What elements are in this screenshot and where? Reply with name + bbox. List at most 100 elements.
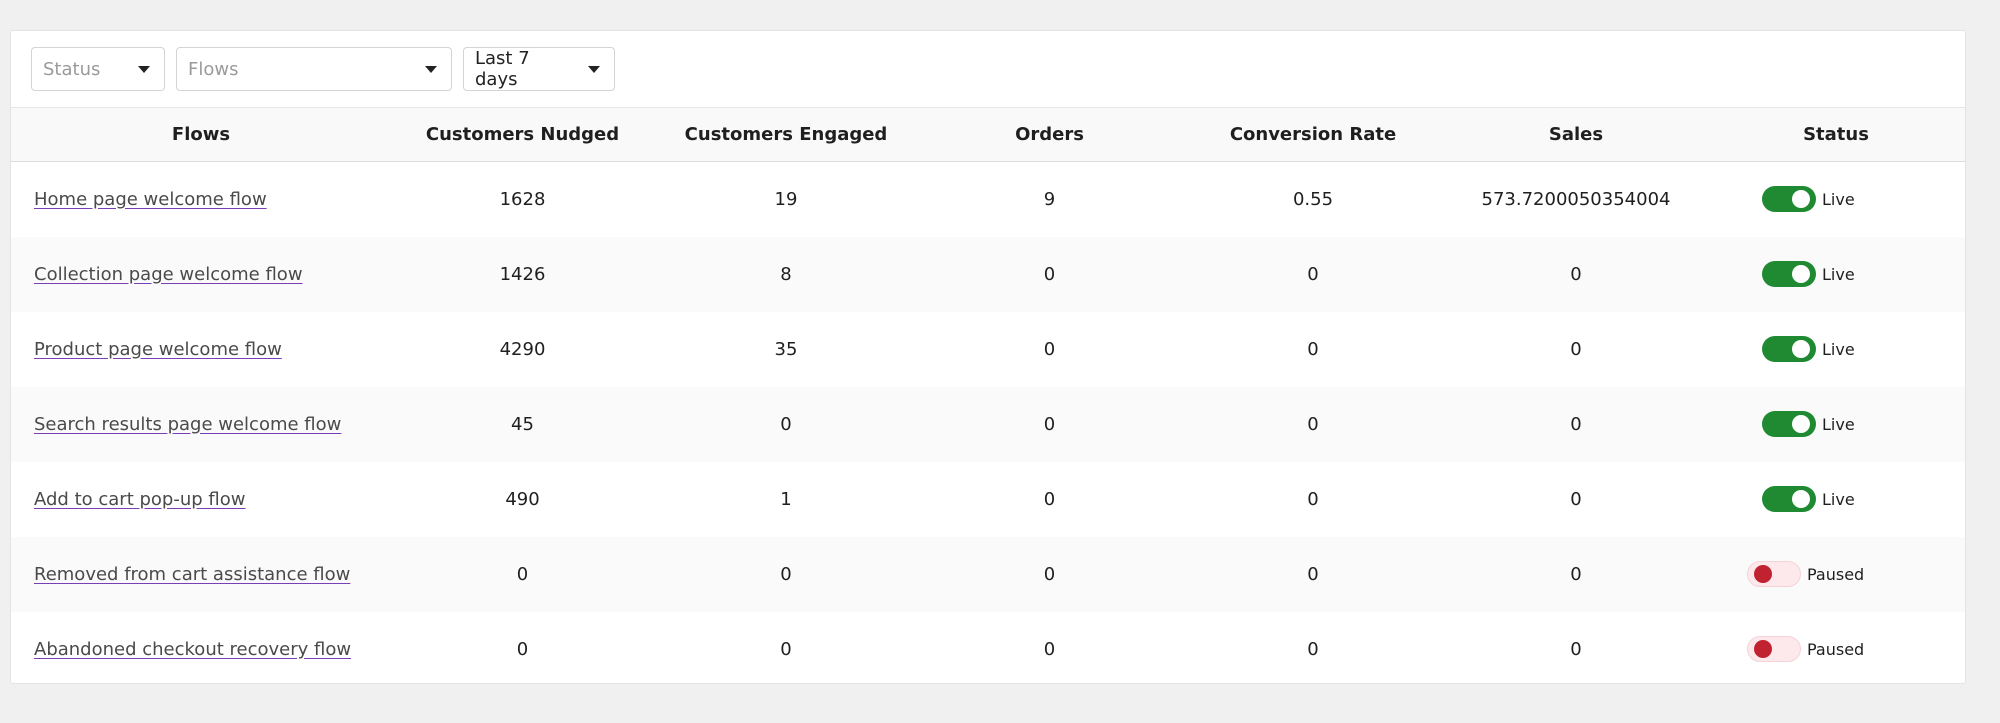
table-row: Abandoned checkout recovery flow 0 0 0 0 0 Pau… [11, 612, 1965, 687]
conversion-rate-cell: 0 [1307, 263, 1319, 285]
flow-link[interactable]: Search results page welcome flow [34, 413, 342, 435]
customers-engaged-cell: 35 [774, 338, 798, 360]
flow-link[interactable]: Home page welcome flow [34, 188, 267, 210]
status-toggle[interactable] [1762, 186, 1816, 213]
status-cell: Paused [1707, 612, 1965, 687]
status-control: Live [1707, 261, 1965, 287]
status-control: Live [1707, 411, 1965, 437]
status-cell: Paused [1707, 537, 1965, 612]
date-range-value: Last 7 days [475, 48, 530, 90]
conversion-rate-cell: 0 [1307, 338, 1319, 360]
orders-cell: 0 [1043, 563, 1056, 585]
flows-filter-select[interactable]: Flows [176, 47, 452, 91]
sales-cell: 0 [1570, 413, 1582, 435]
table-header: Flows Customers Nudged Customers Engaged Or… [11, 107, 1965, 162]
status-label: Live [1822, 489, 1855, 509]
conversion-rate-cell: 0 [1307, 638, 1319, 660]
customers-nudged-cell: 1426 [499, 263, 546, 285]
customers-nudged-cell: 490 [505, 488, 540, 510]
status-label: Paused [1807, 639, 1865, 659]
header-orders: Orders [1015, 124, 1084, 145]
sales-cell: 0 [1570, 338, 1582, 360]
date-range-select[interactable]: Last 7 days [463, 47, 615, 91]
customers-engaged-cell: 0 [780, 563, 792, 585]
flow-link[interactable]: Product page welcome flow [34, 338, 282, 360]
status-cell: Live [1707, 162, 1965, 237]
status-toggle[interactable] [1762, 336, 1816, 362]
header-row: Flows Customers Nudged Customers Engaged Or… [11, 107, 1965, 162]
status-cell: Live [1707, 462, 1965, 537]
table-body: Home page welcome flow 1628 19 9 0.55 573.720… [11, 162, 1965, 687]
header-customers-engaged: Customers Engaged [684, 124, 888, 145]
header-conversion-rate: Conversion Rate [1229, 124, 1397, 145]
caret-down-icon [138, 65, 150, 73]
flow-name-cell: Product page welcome flow [11, 312, 391, 387]
flow-name-cell: Removed from cart assistance flow [11, 537, 391, 612]
caret-down-icon [425, 65, 437, 73]
caret-down-icon [588, 65, 600, 73]
customers-nudged-cell: 0 [516, 638, 529, 660]
header-status: Status [1803, 124, 1869, 145]
flows-filter-value: Flows [188, 58, 239, 80]
toggle-knob [1792, 490, 1810, 508]
toggle-knob [1792, 265, 1810, 283]
header-customers-nudged: Customers Nudged [425, 124, 620, 145]
flow-name-cell: Collection page welcome flow [11, 237, 391, 312]
sales-cell: 0 [1570, 263, 1582, 285]
table-row: Home page welcome flow 1628 19 9 0.55 573.720… [11, 162, 1965, 237]
flow-link[interactable]: Removed from cart assistance flow [34, 563, 351, 585]
status-cell: Live [1707, 237, 1965, 312]
toggle-knob [1754, 565, 1772, 583]
customers-nudged-cell: 1628 [499, 188, 546, 210]
status-toggle[interactable] [1762, 486, 1816, 512]
status-label: Live [1822, 264, 1855, 284]
filter-bar: Status Flows Last 7 days [31, 47, 615, 91]
status-filter-select[interactable]: Status [31, 47, 165, 91]
orders-cell: 0 [1043, 338, 1056, 360]
toggle-knob [1792, 190, 1810, 209]
flow-name-cell: Abandoned checkout recovery flow [11, 612, 391, 687]
orders-cell: 9 [1043, 188, 1056, 210]
status-label: Live [1822, 414, 1855, 434]
flow-name-cell: Add to cart pop-up flow [11, 462, 391, 537]
status-toggle[interactable] [1747, 636, 1801, 662]
sales-cell: 0 [1570, 638, 1582, 660]
status-filter-value: Status [43, 58, 101, 80]
status-control: Live [1707, 186, 1965, 213]
status-cell: Live [1707, 387, 1965, 462]
flow-link[interactable]: Add to cart pop-up flow [34, 488, 246, 510]
toggle-knob [1754, 640, 1772, 658]
customers-nudged-cell: 0 [516, 563, 529, 585]
flow-name-cell: Search results page welcome flow [11, 387, 391, 462]
flow-link[interactable]: Abandoned checkout recovery flow [34, 638, 352, 660]
customers-engaged-cell: 0 [780, 413, 792, 435]
status-toggle[interactable] [1762, 411, 1816, 437]
conversion-rate-cell: 0.55 [1292, 188, 1334, 210]
table-row: Collection page welcome flow 1426 8 0 0 0 Live [11, 236, 1965, 312]
customers-engaged-cell: 0 [780, 638, 792, 660]
table-row: Removed from cart assistance flow 0 0 0 0 0 Pa… [11, 536, 1965, 612]
customers-nudged-cell: 4290 [499, 338, 546, 360]
conversion-rate-cell: 0 [1307, 413, 1319, 435]
customers-nudged-cell: 45 [511, 413, 534, 435]
customers-engaged-cell: 1 [780, 488, 792, 510]
sales-cell: 0 [1570, 563, 1582, 585]
flow-link[interactable]: Collection page welcome flow [34, 263, 303, 285]
table-row: Product page welcome flow 4290 35 0 0 0 Live [11, 312, 1965, 387]
status-toggle[interactable] [1747, 561, 1801, 587]
toggle-knob [1792, 415, 1810, 433]
status-label: Live [1822, 189, 1855, 209]
header-flows: Flows [171, 124, 231, 145]
toggle-knob [1792, 340, 1810, 358]
orders-cell: 0 [1043, 638, 1056, 660]
status-toggle[interactable] [1762, 261, 1816, 287]
orders-cell: 0 [1043, 263, 1056, 285]
flow-name-cell: Home page welcome flow [11, 162, 391, 237]
orders-cell: 0 [1043, 413, 1056, 435]
status-control: Live [1707, 336, 1965, 362]
table-row: Add to cart pop-up flow 490 1 0 0 0 Live [11, 462, 1965, 537]
status-control: Live [1707, 486, 1965, 512]
table-row: Search results page welcome flow 45 0 0 0 0 Li… [11, 386, 1965, 462]
status-control: Paused [1707, 561, 1965, 587]
customers-engaged-cell: 19 [774, 188, 798, 210]
